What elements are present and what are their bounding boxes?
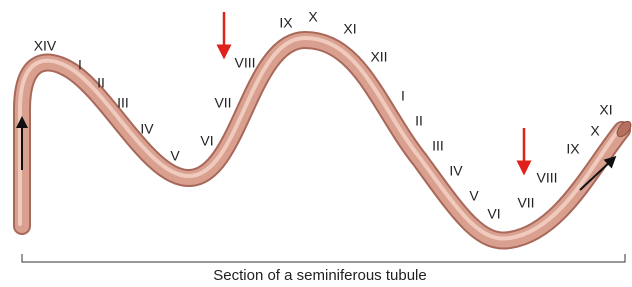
stage-label: III <box>117 95 129 111</box>
stage-label: V <box>170 148 180 164</box>
stage-label: XIV <box>34 38 57 54</box>
stage-label: VIII <box>536 170 557 186</box>
stage-label: V <box>469 188 479 204</box>
stage-label: II <box>97 75 105 91</box>
stage-label: XII <box>370 49 387 65</box>
diagram: XIV I II III IV V VI VII VIII IX X XI XI… <box>0 0 632 287</box>
stage-label: X <box>308 9 318 25</box>
stage-label: IX <box>566 141 580 157</box>
stage-label: VII <box>214 95 231 111</box>
stage-label: VIII <box>234 55 255 71</box>
tubule <box>20 38 632 241</box>
stage-label: IV <box>449 163 463 179</box>
stage-label: IV <box>140 121 154 137</box>
stage-label: X <box>590 123 600 139</box>
stage-label: II <box>415 113 423 129</box>
stage-label: I <box>78 57 82 73</box>
stage-label: I <box>401 88 405 104</box>
stage-label: VII <box>517 195 534 211</box>
stage-label: XI <box>343 21 356 37</box>
stage-label: IX <box>279 15 293 31</box>
stage-label: III <box>432 138 444 154</box>
stage-label: VI <box>200 133 213 149</box>
stage-label: VI <box>487 206 500 222</box>
bracket <box>22 254 625 262</box>
stage-label: XI <box>599 102 612 118</box>
caption: Section of a seminiferous tubule <box>213 267 426 284</box>
